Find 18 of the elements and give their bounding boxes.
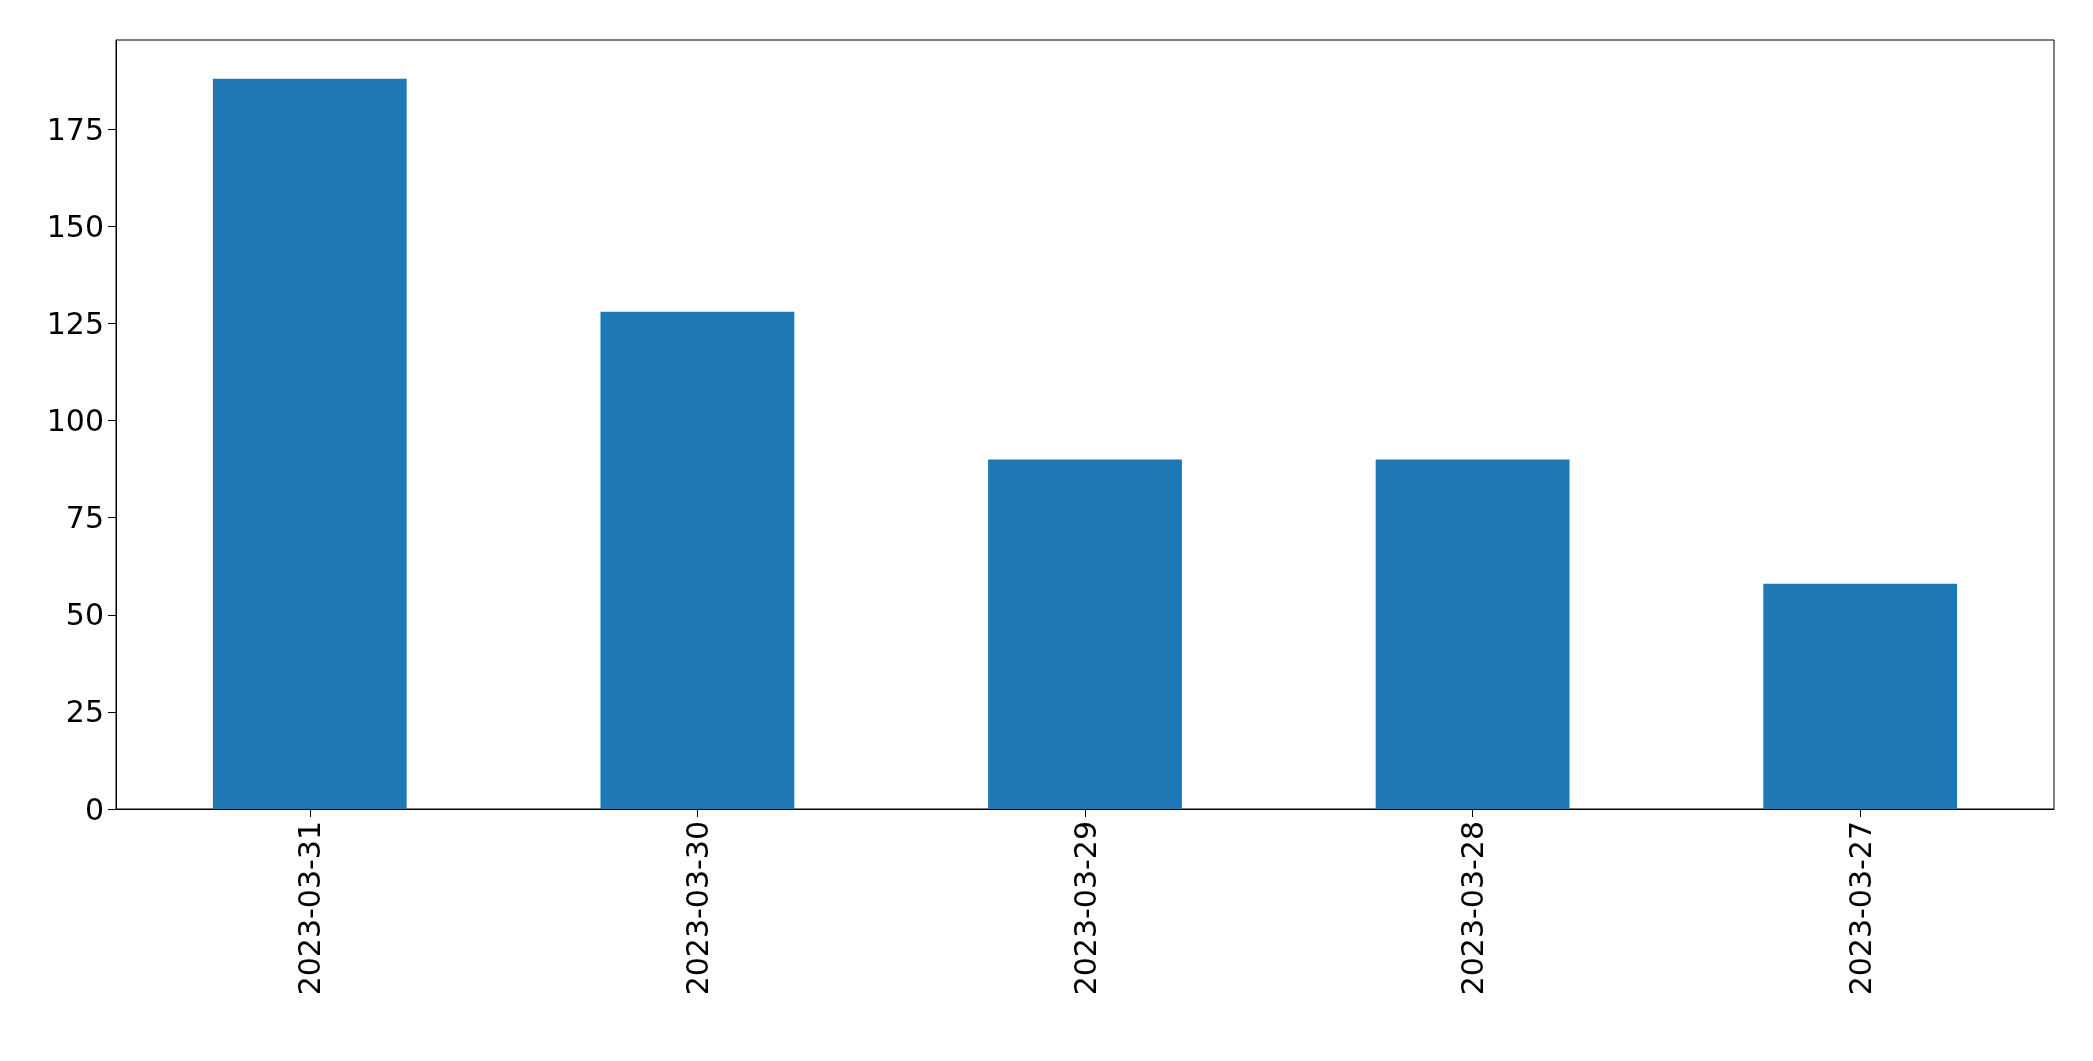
bar: [988, 459, 1182, 809]
y-tick-label: 25: [65, 694, 104, 730]
bar: [212, 78, 407, 809]
x-tick-label: 2023-03-31: [292, 821, 328, 996]
bar: [1763, 583, 1958, 809]
x-tick-label: 2023-03-27: [1842, 821, 1878, 996]
x-tick-label: 2023-03-29: [1067, 821, 1103, 996]
y-tick-label: 50: [65, 597, 104, 633]
x-tick-label: 2023-03-28: [1455, 821, 1491, 996]
bar: [1375, 459, 1570, 809]
x-tick-label: 2023-03-30: [679, 821, 715, 996]
y-tick-label: 175: [46, 111, 104, 147]
y-tick-label: 0: [84, 791, 104, 827]
y-tick-label: 100: [46, 403, 104, 439]
y-tick-label: 75: [65, 500, 104, 536]
y-tick-label: 125: [46, 306, 104, 342]
y-tick-label: 150: [46, 208, 104, 244]
bar: [600, 311, 795, 809]
